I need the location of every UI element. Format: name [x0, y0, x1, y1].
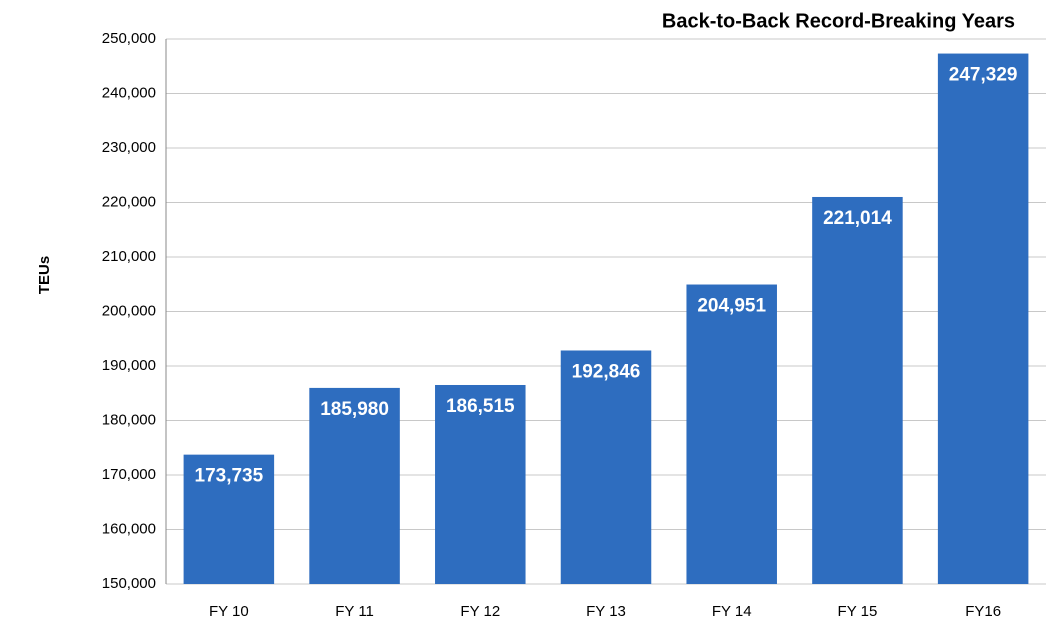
y-tick-label: 240,000: [102, 84, 156, 101]
value-label: 221,014: [823, 208, 892, 229]
value-label: 204,951: [697, 296, 766, 317]
y-tick-label: 230,000: [102, 139, 156, 156]
bar: [309, 387, 400, 584]
bar: [812, 196, 903, 584]
y-tick-label: 150,000: [102, 575, 156, 592]
x-tick-label: FY 14: [712, 603, 752, 620]
y-tick-label: 170,000: [102, 466, 156, 483]
bar: [435, 384, 526, 584]
value-label: 185,980: [320, 399, 389, 420]
value-label: 247,329: [949, 65, 1018, 86]
y-tick-label: 160,000: [102, 520, 156, 537]
y-tick-label: 220,000: [102, 193, 156, 210]
bar: [686, 284, 777, 584]
bar: [937, 53, 1029, 585]
x-tick-label: FY16: [965, 603, 1001, 620]
bar: [560, 350, 652, 584]
y-tick-label: 190,000: [102, 357, 156, 374]
y-tick-label: 250,000: [102, 30, 156, 47]
x-tick-label: FY 15: [838, 603, 878, 620]
chart-title: Back-to-Back Record-Breaking Years: [662, 10, 1015, 32]
y-tick-label: 200,000: [102, 302, 156, 319]
x-tick-label: FY 11: [335, 603, 374, 620]
x-tick-label: FY 10: [209, 603, 249, 620]
x-tick-label: FY 13: [586, 603, 626, 620]
y-tick-label: 210,000: [102, 248, 156, 265]
value-label: 173,735: [195, 466, 264, 487]
value-label: 192,846: [572, 362, 641, 383]
bar: [183, 454, 275, 584]
y-tick-label: 180,000: [102, 411, 156, 428]
x-tick-label: FY 12: [460, 603, 500, 620]
value-label: 186,515: [446, 396, 515, 417]
y-axis-label: TEUs: [36, 256, 53, 294]
